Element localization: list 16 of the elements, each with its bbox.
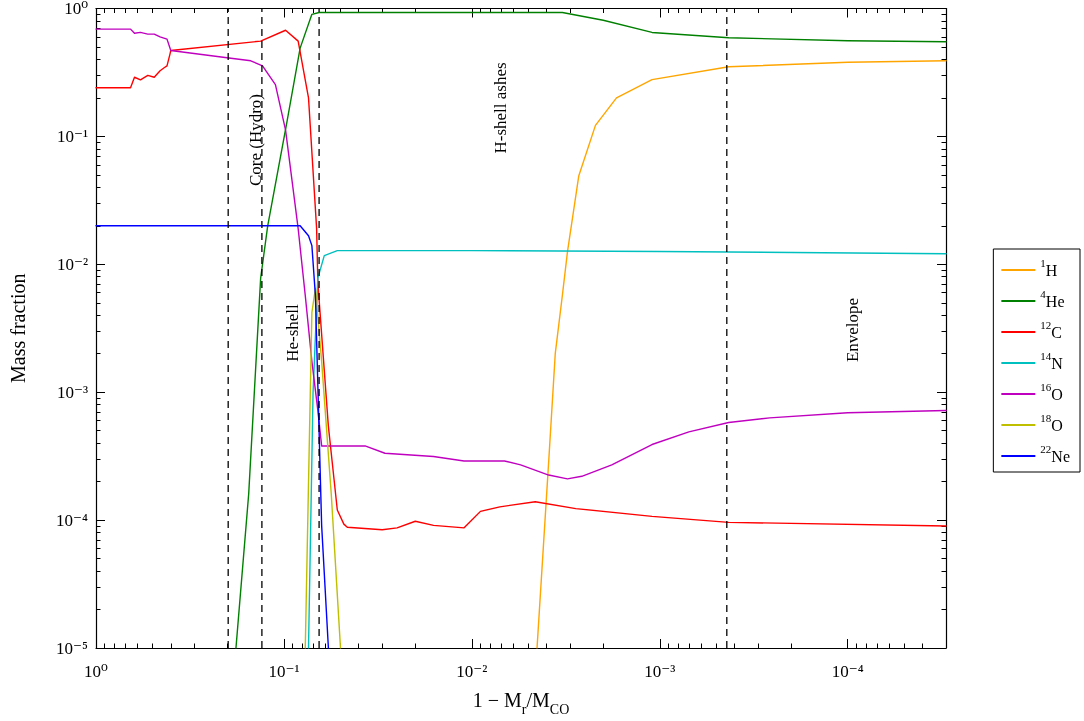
y-tick-label: 10⁻³ <box>56 382 88 402</box>
y-tick-label: 10⁻⁵ <box>56 638 89 658</box>
annotation: H-shell ashes <box>490 62 510 154</box>
y-axis-title: Mass fraction <box>7 273 29 383</box>
y-tick-label: 10⁰ <box>64 0 89 18</box>
x-tick-label: 10⁻³ <box>644 662 676 681</box>
x-tick-label: 10⁻¹ <box>268 662 300 681</box>
y-tick-label: 10⁻¹ <box>56 126 88 146</box>
x-tick-label: 10⁰ <box>84 662 109 681</box>
annotation: He-shell <box>282 303 302 362</box>
annotation: Core (Hydro) <box>245 93 265 187</box>
annotation: Envelope <box>842 297 862 363</box>
x-tick-label: 10⁻⁴ <box>831 662 864 681</box>
y-tick-label: 10⁻² <box>56 254 88 274</box>
y-tick-label: 10⁻⁴ <box>56 510 89 530</box>
x-tick-label: 10⁻² <box>456 662 488 681</box>
